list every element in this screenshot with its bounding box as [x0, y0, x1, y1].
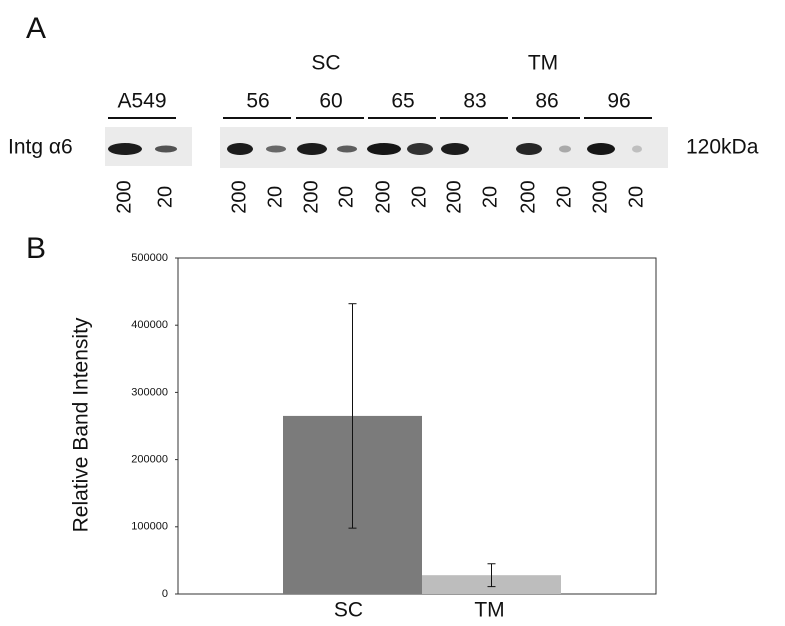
- lane-label: 200: [372, 180, 394, 213]
- blot-band: [297, 143, 327, 155]
- y-tick-label: 300000: [131, 386, 168, 398]
- group-label: 60: [319, 90, 342, 113]
- blot-band: [632, 146, 642, 153]
- protein-label: Intg α6: [8, 136, 73, 159]
- page: {"panel_a": {"letter": "A", "reference":…: [0, 0, 785, 626]
- y-tick-label: 500000: [131, 252, 168, 264]
- group-label: 83: [463, 90, 486, 113]
- blot-band: [227, 143, 253, 155]
- x-tick-label: SC: [334, 599, 363, 622]
- blot-band: [108, 143, 142, 155]
- group-header: SC: [311, 52, 340, 75]
- group-label: 96: [607, 90, 630, 113]
- blot-band: [337, 146, 357, 153]
- figure: A A549 SC TM Intg α6 120kDa B Relative B…: [0, 0, 785, 626]
- blot-band: [516, 143, 542, 155]
- blot-band: [155, 146, 177, 153]
- lane-label: 20: [408, 186, 430, 208]
- panel-letter: B: [26, 232, 46, 265]
- lane-label: 20: [553, 186, 575, 208]
- blot-band: [266, 146, 286, 153]
- lane-label: 20: [264, 186, 286, 208]
- y-tick-label: 0: [162, 588, 168, 600]
- blot-band: [587, 143, 615, 155]
- blot-band: [559, 146, 571, 153]
- lane-label: 20: [625, 186, 647, 208]
- blot-band: [367, 143, 401, 155]
- y-tick-label: 100000: [131, 521, 168, 533]
- lane-label: 20: [479, 186, 501, 208]
- lane-label: 200: [443, 180, 465, 213]
- reference-label: A549: [117, 90, 166, 113]
- y-axis-label: Relative Band Intensity: [70, 317, 93, 532]
- group-label: 86: [535, 90, 558, 113]
- size-label: 120kDa: [686, 136, 759, 159]
- blot-band: [407, 143, 433, 155]
- group-header: TM: [528, 52, 558, 75]
- y-tick-label: 200000: [131, 454, 168, 466]
- panel-letter: A: [26, 12, 46, 45]
- lane-label: 200: [228, 180, 250, 213]
- lane-label: 20: [335, 186, 357, 208]
- x-tick-label: TM: [474, 599, 504, 622]
- lane-label: 20: [154, 186, 176, 208]
- group-label: 56: [246, 90, 269, 113]
- lane-label: 200: [517, 180, 539, 213]
- lane-label: 200: [300, 180, 322, 213]
- lane-label: 200: [113, 180, 135, 213]
- lane-label: 200: [589, 180, 611, 213]
- group-label: 65: [391, 90, 414, 113]
- blot-band: [441, 143, 469, 155]
- y-tick-label: 400000: [131, 319, 168, 331]
